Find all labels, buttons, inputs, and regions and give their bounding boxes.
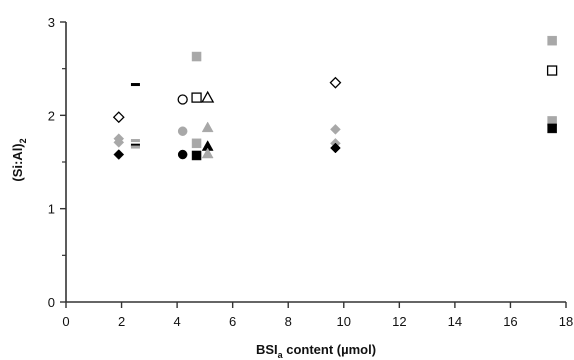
data-point — [201, 121, 214, 133]
data-point — [130, 143, 140, 147]
data-point — [177, 126, 188, 136]
tick-marks — [60, 21, 567, 308]
x-axis-title-rest: content (µmol) — [283, 342, 376, 357]
y-axis-title-main: (Si:Al) — [10, 143, 25, 181]
y-tick-label: 1 — [48, 202, 55, 217]
x-tick-label: 6 — [229, 314, 236, 329]
x-tick-label: 16 — [503, 314, 517, 329]
data-point — [546, 65, 558, 76]
x-tick-label: 12 — [392, 314, 406, 329]
data-point — [177, 94, 188, 105]
data-points — [112, 35, 558, 161]
data-point — [112, 111, 125, 124]
data-point — [547, 35, 557, 46]
data-point — [130, 139, 140, 143]
data-point — [547, 123, 557, 134]
x-axis-title: BSIa content (µmol) — [256, 342, 376, 360]
x-tick-label: 2 — [118, 314, 125, 329]
axes — [65, 22, 566, 303]
data-point — [177, 149, 188, 160]
data-point — [191, 150, 202, 161]
data-point — [191, 138, 202, 149]
y-axis-title-subscript: 2 — [18, 138, 28, 143]
y-tick-label: 2 — [48, 108, 55, 123]
x-tick-label: 4 — [173, 314, 180, 329]
data-point — [330, 123, 341, 135]
data-point — [191, 92, 202, 103]
data-point — [191, 51, 202, 62]
x-axis-title-subscript: a — [278, 350, 284, 360]
data-point — [130, 145, 140, 149]
x-tick-label: 8 — [285, 314, 292, 329]
data-point — [330, 142, 341, 154]
x-axis-title-main: BSI — [256, 342, 278, 357]
y-tick-label: 3 — [48, 15, 55, 30]
data-point — [113, 137, 125, 148]
x-tick-label: 14 — [448, 314, 462, 329]
data-point — [130, 83, 140, 87]
y-axis-title: (Si:Al)2 — [10, 138, 28, 181]
data-point — [201, 90, 215, 103]
y-tick-label: 0 — [48, 295, 55, 310]
x-tick-label: 18 — [559, 314, 573, 329]
x-tick-label: 0 — [62, 314, 69, 329]
data-point — [329, 76, 342, 89]
data-point — [201, 147, 214, 159]
x-tick-label: 10 — [337, 314, 351, 329]
data-point — [113, 149, 125, 160]
